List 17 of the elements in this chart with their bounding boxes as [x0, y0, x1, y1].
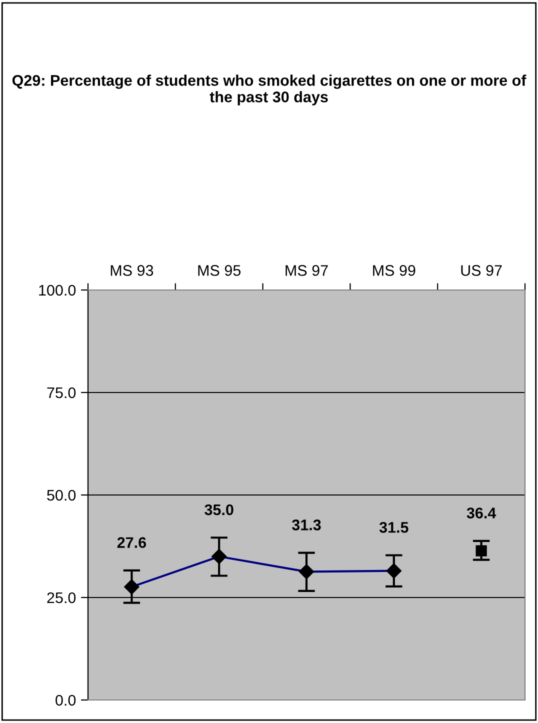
- data-label: 35.0: [204, 504, 234, 516]
- y-tick-label: 100.0: [39, 284, 76, 296]
- y-tick-label: 75.0: [47, 387, 76, 398]
- data-label: 31.5: [379, 522, 408, 533]
- point: [476, 545, 487, 556]
- data-label: 31.3: [292, 520, 321, 530]
- chart-title: Q29: Percentage of students who smoked cigarettes on one or more of the past 30 days: [12, 74, 526, 106]
- data-label: 36.4: [466, 508, 496, 518]
- x-tick-label: MS 99: [373, 265, 416, 276]
- y-tick-label: 50.0: [47, 490, 76, 501]
- y-tick-label: 0.0: [56, 694, 76, 706]
- x-tick-label: MS 93: [110, 265, 154, 276]
- x-tick-label: US 97: [461, 265, 502, 276]
- x-tick-label: MS 97: [286, 265, 328, 276]
- x-tick-label: MS 95: [198, 265, 241, 276]
- y-tick-label: 25.0: [47, 592, 76, 604]
- data-label: 27.6: [117, 537, 146, 548]
